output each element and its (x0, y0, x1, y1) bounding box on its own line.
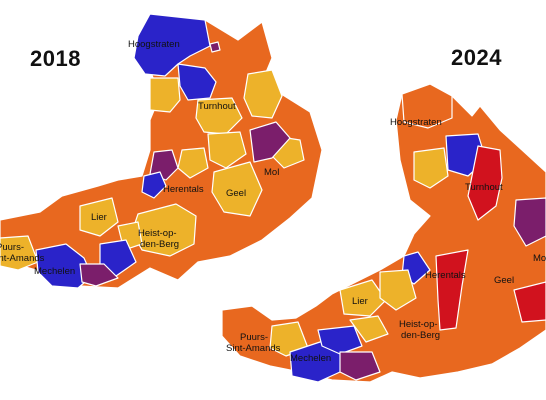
label-2018-geel: Geel (226, 188, 246, 199)
label-2018-hoogstraten: Hoogstraten (128, 39, 180, 50)
muni-2024-yellow-lier (339, 279, 387, 317)
label-2018-puurs-2: Sint-Amands (0, 253, 45, 264)
muni-2018-yellow-b (243, 69, 283, 119)
label-2024-lier: Lier (352, 296, 368, 307)
label-2018-mechelen: Mechelen (34, 266, 75, 277)
label-2024-mol: Mo (533, 253, 546, 264)
muni-2018-yellow-e (177, 147, 209, 179)
muni-2024-red-turnhout (467, 145, 503, 221)
muni-2024-blue-b (317, 325, 363, 355)
muni-2018-yellow-puurs (0, 235, 39, 271)
label-2018-heist-1: Heist-op- (138, 228, 177, 239)
label-2024-turnhout: Turnhout (465, 182, 503, 193)
muni-2024-yellow-c (349, 315, 389, 343)
labels-2018: Hoogstraten Turnhout Mol Herentals Geel … (0, 39, 279, 277)
labels-2024: Hoogstraten Turnhout Herentals Geel Mo L… (226, 117, 546, 364)
muni-2018-blue-herentals (141, 171, 167, 199)
label-2018-puurs-1: Puurs- (0, 242, 24, 253)
label-2024-heist-1: Heist-op- (399, 319, 438, 330)
muni-2018-hoogstraten (133, 13, 211, 77)
muni-2018-baarle (209, 41, 221, 53)
label-2018-turnhout: Turnhout (198, 101, 236, 112)
muni-2024-purple-b (339, 351, 381, 381)
map-2018 (0, 13, 323, 289)
muni-2024-purple-a (513, 197, 546, 247)
label-2018-heist-2: den-Berg (140, 239, 179, 250)
year-label-2024: 2024 (451, 45, 502, 70)
label-2018-mol: Mol (264, 167, 279, 178)
label-2024-heist-2: den-Berg (401, 330, 440, 341)
muni-2018-yellow-geel (211, 161, 263, 217)
muni-2024-red-mol (513, 281, 546, 323)
year-label-2018: 2018 (30, 46, 81, 71)
label-2024-mechelen: Mechelen (290, 353, 331, 364)
label-2024-puurs-1: Puurs- (240, 332, 268, 343)
label-2018-herentals: Herentals (163, 184, 204, 195)
muni-2024-yellow-a (413, 147, 449, 189)
label-2024-geel: Geel (494, 275, 514, 286)
label-2024-puurs-2: Sint-Amands (226, 343, 281, 354)
muni-2018-purple-mol (249, 121, 291, 163)
muni-2018-yellow-a (149, 77, 181, 113)
muni-2024-yellow-b (379, 269, 417, 311)
map-2024 (221, 83, 546, 383)
label-2024-herentals: Herentals (425, 270, 466, 281)
label-2024-hoogstraten: Hoogstraten (390, 117, 442, 128)
label-2018-lier: Lier (91, 212, 107, 223)
muni-2018-purple-c (79, 263, 119, 287)
muni-2018-yellow-c (207, 131, 247, 169)
muni-2024-hoogstraten (401, 83, 453, 129)
muni-2018-blue-north2 (177, 63, 217, 101)
muni-2024-red-herentals (435, 249, 469, 331)
muni-2018-yellow-lier (79, 197, 119, 237)
